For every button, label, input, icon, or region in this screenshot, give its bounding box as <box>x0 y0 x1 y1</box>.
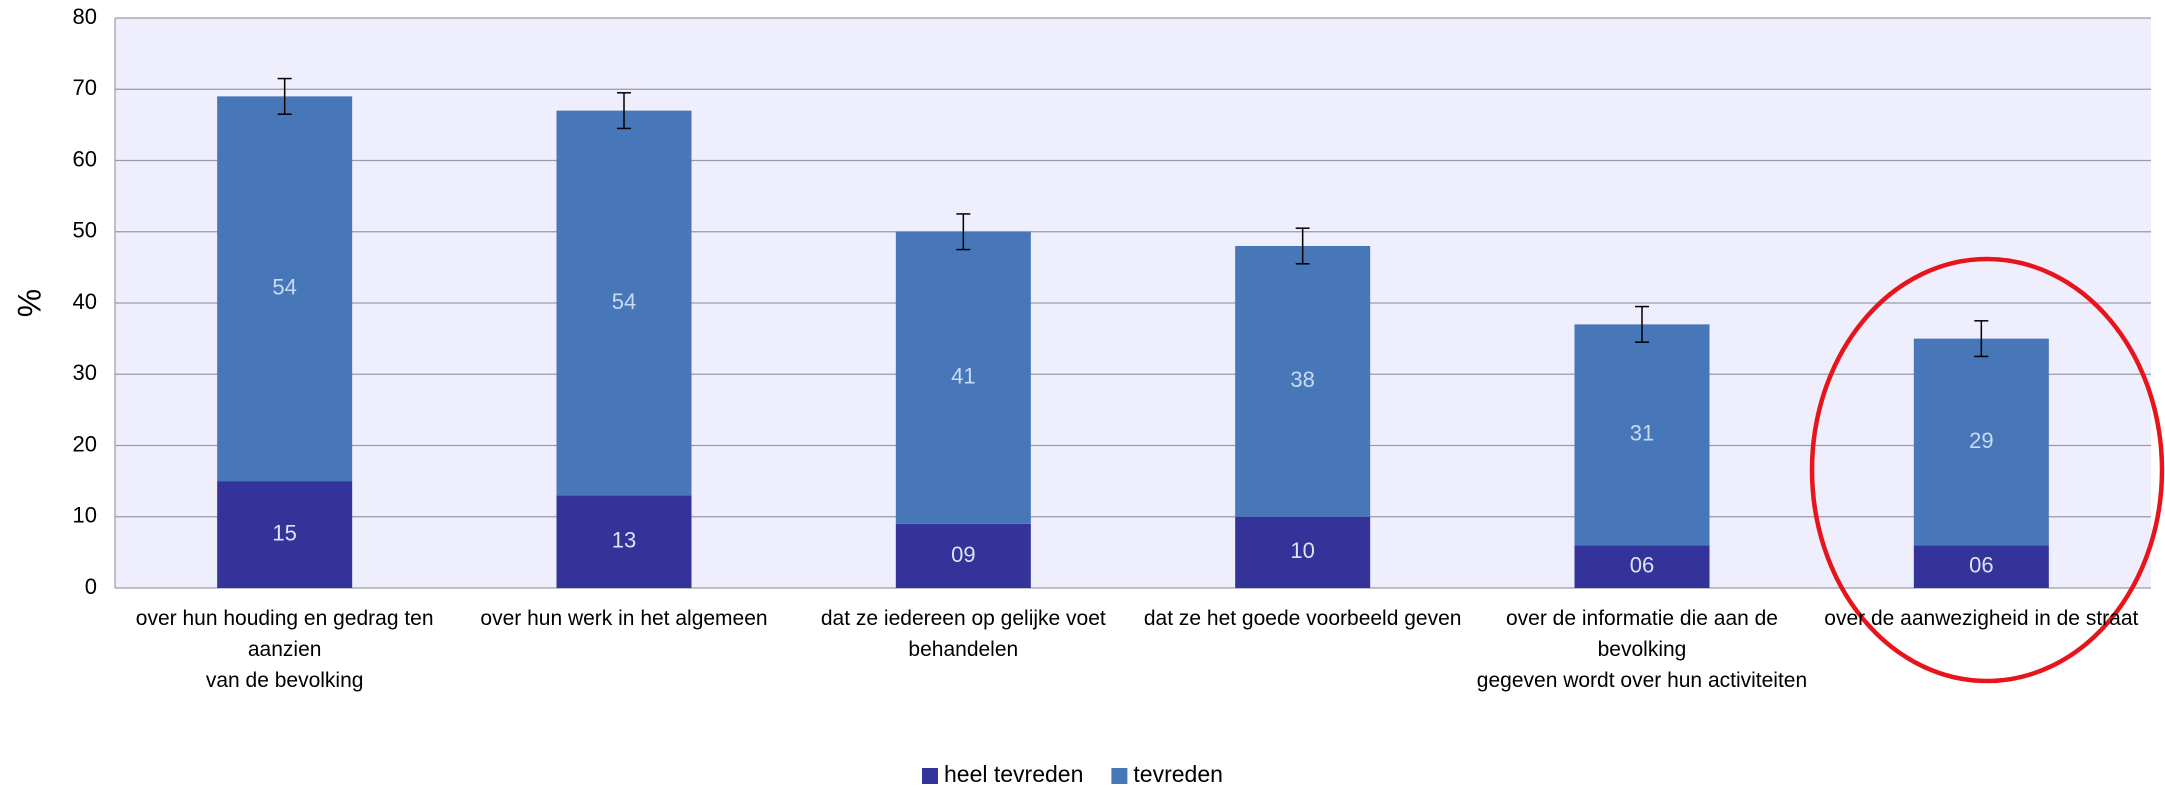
data-label: 31 <box>1630 421 1654 446</box>
bar-segment <box>217 481 353 588</box>
y-tick-label: 30 <box>73 360 97 385</box>
y-tick-label: 80 <box>73 4 97 29</box>
data-label: 09 <box>951 542 975 567</box>
x-tick-label: over de informatie die aan de bevolking … <box>1476 607 1808 692</box>
legend-label: heel tevreden <box>944 761 1083 787</box>
bar-segment <box>1913 545 2049 588</box>
data-label: 41 <box>951 364 975 389</box>
legend-swatch <box>1111 768 1128 784</box>
x-tick-label: over de aanwezigheid in de straat <box>1824 607 2139 630</box>
legend-swatch <box>922 768 938 784</box>
bar-segment <box>556 110 692 496</box>
data-label: 15 <box>272 520 296 545</box>
y-axis-label: % <box>11 289 47 317</box>
bar-segment <box>1235 516 1371 588</box>
y-tick-label: 20 <box>73 431 97 456</box>
y-tick-label: 70 <box>73 75 97 100</box>
bar-segment <box>1913 338 2049 546</box>
bar-segment <box>1574 545 1710 588</box>
data-label: 06 <box>1630 552 1654 577</box>
bar-segment <box>895 523 1031 588</box>
data-label: 54 <box>272 275 296 300</box>
data-label: 06 <box>1969 552 1993 577</box>
x-tick-label: over hun werk in het algemeen <box>480 607 768 630</box>
highlight-circle <box>1809 256 2165 684</box>
data-label: 29 <box>1969 428 1993 453</box>
data-label: 54 <box>612 289 636 314</box>
y-tick-label: 60 <box>73 146 97 171</box>
bar-segment <box>556 495 692 588</box>
y-tick-label: 50 <box>73 218 97 243</box>
legend-label: tevreden <box>1133 761 1223 787</box>
bar-segment <box>217 96 353 482</box>
y-tick-label: 40 <box>73 289 97 314</box>
x-tick-label: over hun houding en gedrag ten aanzien v… <box>135 607 434 692</box>
y-tick-label: 0 <box>85 574 97 599</box>
data-label: 10 <box>1290 538 1314 563</box>
x-tick-label: dat ze iedereen op gelijke voet behandel… <box>820 607 1106 661</box>
y-tick-label: 10 <box>73 503 97 528</box>
bar-segment <box>1574 324 1710 546</box>
x-tick-label: dat ze het goede voorbeeld geven <box>1143 607 1462 630</box>
bar-segment <box>1235 246 1371 517</box>
data-label: 13 <box>612 528 636 553</box>
data-label: 38 <box>1290 367 1314 392</box>
bar-segment <box>895 231 1031 524</box>
